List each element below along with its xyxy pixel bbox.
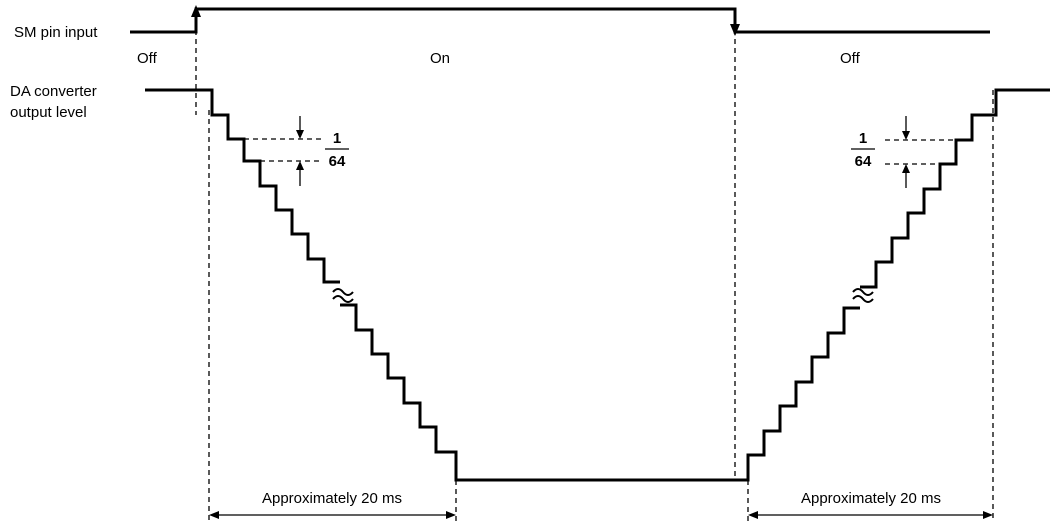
step-right-denominator: 64 <box>855 153 872 170</box>
step-arrowhead-left-upper <box>296 130 304 139</box>
duration-right-label: Approximately 20 ms <box>801 490 941 507</box>
sm-pin-waveform <box>130 7 990 34</box>
da-converter-label-line1: DA converter <box>10 83 97 100</box>
break-mark-left <box>332 288 354 303</box>
step-left-numerator: 1 <box>333 130 341 147</box>
step-right-numerator: 1 <box>859 130 867 147</box>
state-off-right: Off <box>840 50 861 67</box>
duration-left-label: Approximately 20 ms <box>262 490 402 507</box>
da-output-waveform <box>145 88 1050 482</box>
step-arrowhead-right-upper <box>902 131 910 140</box>
state-on: On <box>430 50 450 67</box>
duration-right-arrow-start <box>748 511 758 519</box>
state-off-left: Off <box>137 50 158 67</box>
da-converter-label-line2: output level <box>10 104 87 121</box>
duration-right-arrow-end <box>983 511 993 519</box>
step-arrowhead-right-lower <box>902 164 910 173</box>
step-arrowhead-left-lower <box>296 161 304 170</box>
sm-pin-input-label: SM pin input <box>14 24 98 41</box>
duration-left-arrow-start <box>209 511 219 519</box>
step-left-denominator: 64 <box>329 153 346 170</box>
rising-edge-arrow <box>191 5 201 17</box>
duration-left-arrow-end <box>446 511 456 519</box>
break-mark-right <box>852 288 874 303</box>
